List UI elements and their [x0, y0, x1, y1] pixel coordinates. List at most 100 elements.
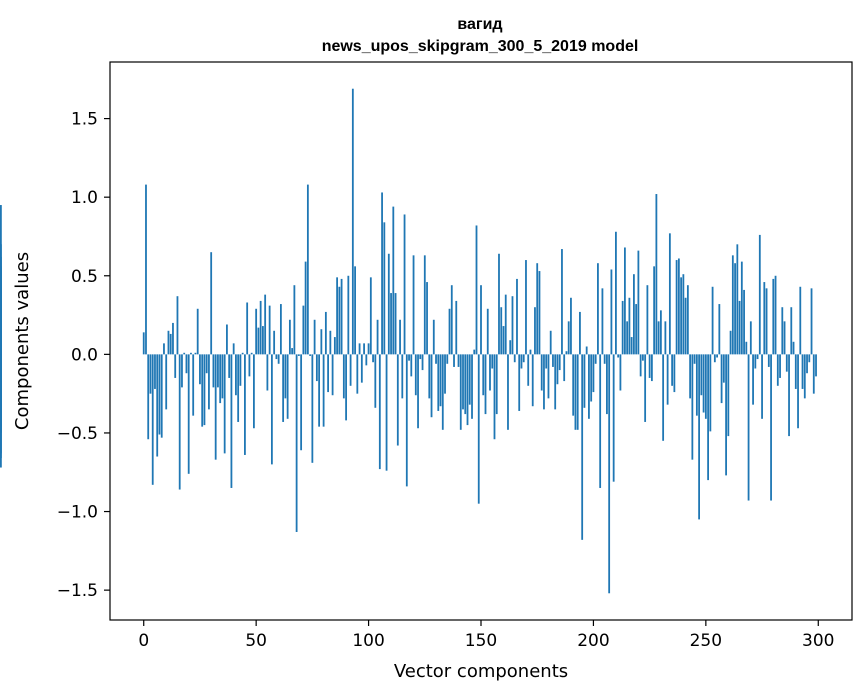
bar-208	[610, 269, 613, 355]
y-tick-label: 0.0	[71, 345, 98, 365]
bar-289	[792, 341, 795, 355]
bar-227	[653, 266, 656, 355]
bar-298	[812, 354, 815, 394]
bar-172	[529, 349, 532, 355]
x-axis-label: Vector components	[394, 661, 568, 682]
bar-176	[538, 271, 541, 355]
bar-269	[747, 354, 750, 501]
bar-69	[297, 354, 300, 356]
bar-161	[504, 294, 507, 355]
bar-296	[808, 354, 811, 363]
bar-207	[608, 354, 611, 594]
bar-177	[540, 354, 543, 391]
bar-76	[313, 319, 316, 355]
bar-116	[403, 214, 406, 355]
bar-70	[300, 354, 303, 451]
bar-270	[749, 321, 752, 355]
bar-231	[662, 354, 665, 441]
bar-140	[457, 354, 460, 367]
bar-188	[565, 351, 568, 355]
y-tick-label: −1.0	[57, 503, 98, 523]
bar-145	[468, 354, 471, 405]
bar-248	[700, 354, 703, 396]
bar-104	[376, 319, 379, 355]
bar-28	[205, 354, 208, 374]
bar-66	[291, 348, 294, 355]
bar-278	[767, 354, 770, 367]
bar-135	[446, 354, 449, 364]
bar-119	[410, 354, 413, 377]
bar-96	[358, 343, 361, 355]
bar-44	[241, 352, 244, 355]
bar-250	[704, 354, 707, 419]
bar-2	[147, 354, 150, 440]
bar-264	[736, 244, 739, 355]
bar-23	[194, 352, 197, 355]
chart-subtitle: news_upos_skipgram_300_5_2019 model	[322, 38, 639, 55]
bar-229	[657, 321, 660, 355]
bar-249	[702, 354, 705, 413]
bar-124	[421, 354, 424, 371]
bar-297	[810, 288, 813, 355]
bar-9	[163, 343, 165, 355]
y-tick-label: 1.0	[71, 188, 98, 208]
bar-152	[484, 354, 487, 415]
bar-186	[561, 249, 563, 355]
x-tick-label: 100	[352, 631, 384, 651]
bar-274	[758, 234, 761, 355]
bar-221	[639, 354, 642, 377]
x-axis-ticks: 0 50 100 150 200 250 300	[138, 620, 834, 651]
bar-114	[399, 319, 401, 355]
bar-12	[169, 333, 172, 355]
bar-95	[356, 354, 359, 394]
bar-undefined	[0, 266, 2, 355]
bar-265	[738, 300, 741, 355]
bar-110	[390, 293, 392, 355]
bar-93	[351, 88, 354, 355]
bar-57	[270, 354, 273, 465]
bar-258	[722, 354, 725, 383]
bar-187	[563, 354, 566, 382]
bar-181	[549, 330, 552, 355]
bar-179	[545, 354, 548, 369]
bar-263	[734, 263, 736, 355]
y-tick-label: 1.5	[71, 110, 98, 130]
bar-146	[471, 354, 473, 419]
bar-106	[381, 192, 383, 355]
bar-29	[208, 354, 210, 410]
bar-280	[772, 278, 775, 355]
bar-193	[576, 354, 579, 430]
bar-130	[435, 354, 437, 364]
bar-127	[428, 354, 431, 399]
bar-203	[599, 354, 602, 488]
bar-51	[257, 327, 260, 355]
bar-33	[217, 354, 219, 388]
bar-73	[306, 184, 309, 355]
bar-118	[408, 354, 410, 361]
bar-254	[713, 354, 716, 363]
bar-87	[338, 286, 341, 355]
bar-77	[315, 354, 318, 382]
bar-236	[673, 354, 676, 393]
y-tick-label: 0.5	[71, 267, 98, 287]
bar-137	[450, 285, 453, 355]
bar-10	[165, 354, 168, 410]
bar-54	[264, 294, 267, 355]
bar-129	[432, 319, 435, 355]
bar-209	[612, 354, 615, 482]
bar-184	[556, 354, 559, 385]
bar-16	[178, 354, 181, 490]
bar-undefined	[0, 354, 2, 468]
bar-182	[552, 354, 554, 367]
bar-15	[176, 296, 179, 355]
bar-162	[507, 354, 509, 430]
bar-83	[329, 330, 332, 355]
bar-109	[387, 253, 390, 355]
bar-224	[646, 285, 649, 355]
bar-108	[385, 354, 388, 471]
bar-213	[621, 300, 624, 355]
bar-22	[192, 354, 195, 416]
bar-215	[626, 321, 629, 355]
bar-80	[322, 354, 325, 427]
